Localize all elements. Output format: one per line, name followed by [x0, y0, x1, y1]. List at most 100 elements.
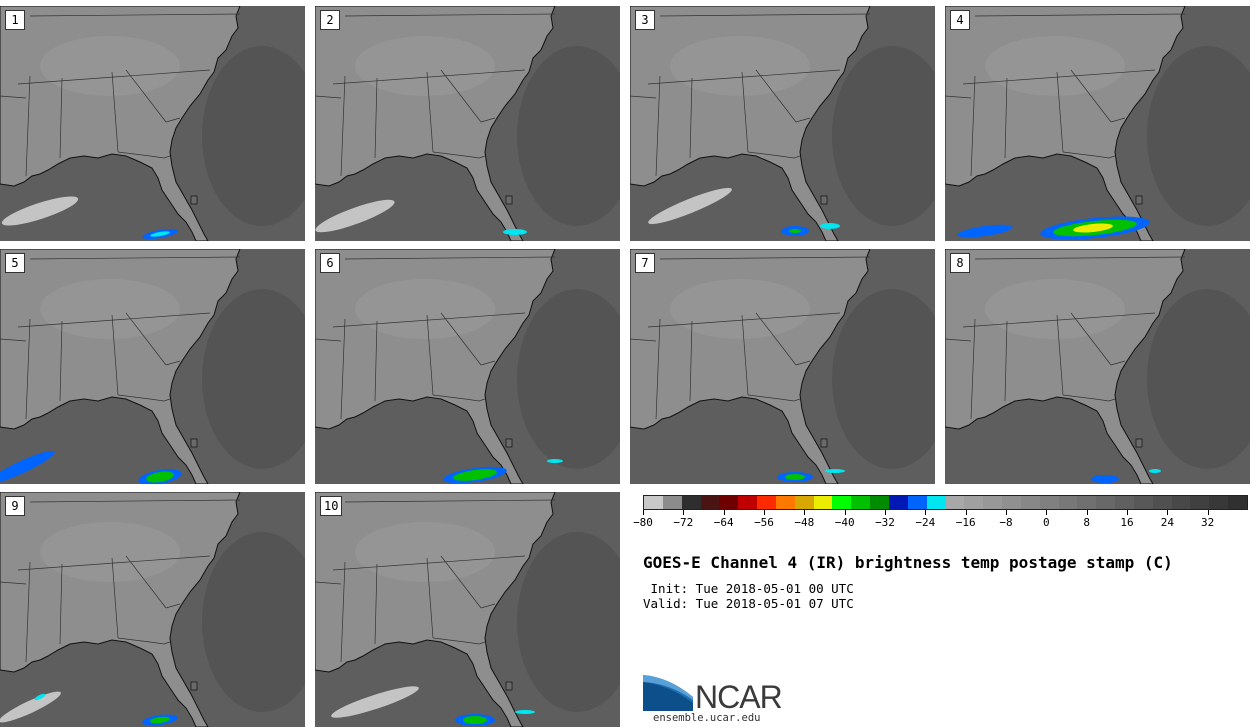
- colorbar-swatch: [1152, 496, 1172, 509]
- colorbar-tick-label: 32: [1201, 516, 1215, 529]
- colorbar-swatch: [964, 496, 984, 509]
- colorbar-swatch: [719, 496, 739, 509]
- state-border: [1110, 360, 1126, 366]
- colorbar-swatch: [1039, 496, 1059, 509]
- panel-number: 1: [5, 10, 25, 30]
- cloud-feature: [331, 686, 419, 718]
- colorbar-swatch: [775, 496, 795, 509]
- state-border: [779, 155, 801, 159]
- state-border: [755, 312, 797, 366]
- cloud-feature: [0, 691, 61, 723]
- colorbar-tick-label: 0: [1043, 516, 1050, 529]
- state-border: [315, 581, 342, 585]
- cloud-feature: [785, 474, 805, 480]
- colorbar-swatch: [1190, 496, 1210, 509]
- state-border: [25, 318, 31, 420]
- state-border: [464, 641, 486, 645]
- colorbar-tick: [1207, 510, 1209, 515]
- state-border: [332, 69, 526, 85]
- state-border: [659, 256, 871, 260]
- state-border: [340, 318, 346, 420]
- ncar-logo-icon: [643, 675, 693, 711]
- state-border: [332, 312, 526, 328]
- cloud-feature: [34, 693, 46, 701]
- state-border: [1094, 155, 1116, 159]
- panel-number: 2: [320, 10, 340, 30]
- state-border: [480, 360, 496, 366]
- state-border: [0, 581, 27, 585]
- state-border: [1004, 320, 1008, 402]
- state-border: [344, 13, 556, 17]
- state-border: [149, 641, 171, 645]
- colorbar-swatch: [644, 496, 663, 509]
- colorbar-tick: [1006, 510, 1007, 515]
- cloud-feature: [825, 469, 845, 473]
- cloud-feature: [453, 469, 497, 481]
- state-border: [117, 637, 151, 643]
- cloud-feature: [0, 450, 55, 484]
- colorbar-swatch: [1228, 496, 1247, 509]
- state-border: [340, 75, 346, 177]
- state-border: [111, 557, 119, 639]
- colorbar-swatch: [757, 496, 776, 509]
- cloud-feature: [1091, 475, 1119, 483]
- colorbar-tick: [1167, 510, 1169, 515]
- colorbar-swatch: [888, 496, 908, 509]
- state-border: [59, 77, 63, 159]
- colorbar-tick: [1127, 510, 1128, 515]
- colorbar-swatch: [662, 496, 682, 509]
- state-border: [374, 563, 378, 645]
- state-border: [630, 338, 657, 342]
- state-border: [315, 95, 342, 99]
- state-border: [29, 13, 241, 17]
- state-border: [17, 69, 211, 85]
- state-border: [970, 318, 976, 420]
- colorbar-tick: [925, 510, 927, 515]
- state-border: [440, 555, 482, 609]
- state-border: [125, 555, 167, 609]
- colorbar-swatch: [1077, 496, 1097, 509]
- state-border: [0, 95, 27, 99]
- state-border: [974, 13, 1186, 17]
- state-border: [117, 394, 151, 400]
- lake-okeechobee: [505, 195, 513, 205]
- state-border: [125, 69, 167, 123]
- colorbar-swatch: [794, 496, 814, 509]
- state-border: [795, 360, 811, 366]
- state-border: [1056, 71, 1064, 153]
- lake-okeechobee: [190, 195, 198, 205]
- state-border: [630, 95, 657, 99]
- colorbar-tick-label: −40: [834, 516, 855, 529]
- colorbar-swatch: [926, 496, 946, 509]
- state-border: [432, 394, 466, 400]
- ir-satellite-map: [945, 6, 1250, 241]
- colorbar-tick-label: −48: [794, 516, 815, 529]
- state-border: [1070, 312, 1112, 366]
- colorbar-tick: [1086, 510, 1088, 515]
- colorbar-swatch: [1133, 496, 1153, 509]
- colorbar-tick: [885, 510, 886, 515]
- panel-number: 3: [635, 10, 655, 30]
- logo-wordmark: NCAR: [695, 679, 783, 715]
- colorbar-tick-label: −24: [915, 516, 936, 529]
- colorbar-tick: [764, 510, 765, 515]
- state-border: [344, 256, 556, 260]
- colorbar-tick-label: −16: [955, 516, 976, 529]
- colorbar-tick: [804, 510, 806, 515]
- colorbar-tick: [723, 510, 725, 515]
- panel-number: 4: [950, 10, 970, 30]
- lake-okeechobee: [1135, 195, 1143, 205]
- state-border: [1094, 398, 1116, 402]
- stamp-panel-2: 2: [315, 6, 620, 241]
- state-border: [1056, 314, 1064, 396]
- panel-number: 5: [5, 253, 25, 273]
- state-border: [962, 69, 1156, 85]
- ir-satellite-map: [315, 492, 620, 727]
- state-border: [1070, 69, 1112, 123]
- state-border: [432, 151, 466, 157]
- colorbar-tick-label: 8: [1083, 516, 1090, 529]
- state-border: [741, 314, 749, 396]
- state-border: [165, 603, 181, 609]
- panel-number: 6: [320, 253, 340, 273]
- colorbar-swatch: [1020, 496, 1040, 509]
